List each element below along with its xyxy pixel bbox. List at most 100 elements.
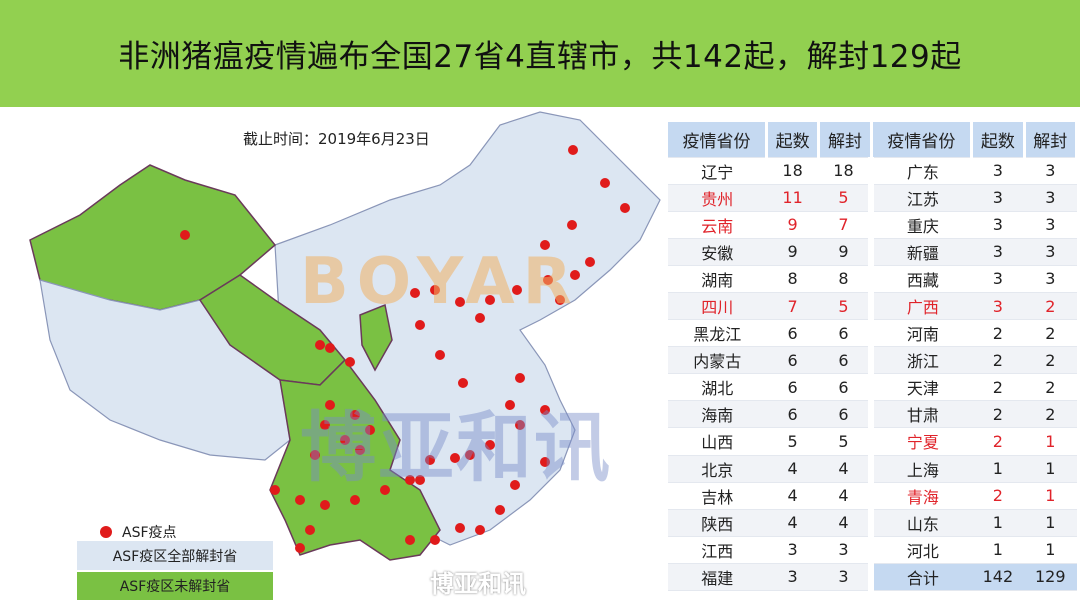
province-cell: 青海 [868, 482, 972, 510]
outbreak-dot [295, 495, 305, 505]
table-header: 疫情省份 起数 解封 疫情省份 起数 解封 [668, 122, 1079, 158]
table-row: 内蒙古 6 6 浙江 2 2 [668, 346, 1077, 375]
outbreak-dot [475, 525, 485, 535]
count-cell: 1 [971, 455, 1025, 483]
count-cell: 9 [766, 238, 819, 266]
outbreak-dot [515, 373, 525, 383]
count-cell: 7 [766, 292, 819, 321]
lifted-cell: 4 [818, 455, 872, 483]
col-count: 起数 [766, 122, 821, 158]
lifted-cell: 2 [1024, 373, 1077, 402]
outbreak-dot [325, 343, 335, 353]
table-row: 海南 6 6 甘肃 2 2 [668, 400, 1077, 429]
count-cell: 1 [971, 509, 1025, 537]
outbreak-dot [430, 285, 440, 295]
date-label: 截止时间：2019年6月23日 [243, 130, 430, 148]
outbreak-dot [355, 445, 365, 455]
table-row: 云南 9 7 重庆 3 3 [668, 211, 1077, 239]
province-cell: 宁夏 [868, 427, 972, 456]
lifted-cell: 6 [818, 346, 872, 375]
col-province: 疫情省份 [668, 122, 768, 158]
province-cell: 广东 [868, 157, 972, 185]
lifted-cell: 1 [1024, 509, 1077, 537]
count-cell: 9 [766, 211, 819, 239]
lifted-cell: 8 [818, 265, 872, 293]
count-cell: 6 [766, 346, 819, 375]
lifted-cell: 4 [818, 509, 872, 537]
outbreak-dot [350, 410, 360, 420]
province-cell: 山东 [868, 509, 972, 537]
outbreak-dot [540, 405, 550, 415]
outbreak-dot [325, 400, 335, 410]
lifted-cell: 1 [1024, 482, 1077, 510]
province-cell: 贵州 [668, 184, 767, 212]
count-cell: 8 [766, 265, 819, 293]
lifted-cell: 5 [818, 427, 872, 456]
outbreak-dot [345, 357, 355, 367]
count-cell: 2 [971, 400, 1025, 429]
province-cell: 上海 [868, 455, 972, 483]
table-row: 湖南 8 8 西藏 3 3 [668, 265, 1077, 293]
count-cell: 3 [766, 536, 819, 564]
outbreak-dot [415, 475, 425, 485]
count-cell: 3 [971, 184, 1025, 212]
lifted-cell: 1 [1024, 427, 1077, 456]
table-row: 湖北 6 6 天津 2 2 [668, 373, 1077, 402]
count-cell: 2 [971, 482, 1025, 510]
count-cell: 4 [766, 482, 819, 510]
province-cell: 安徽 [668, 238, 767, 266]
lifted-cell: 2 [1024, 346, 1077, 375]
table-row: 黑龙江 6 6 河南 2 2 [668, 319, 1077, 348]
lifted-cell: 7 [818, 211, 872, 239]
province-cell: 河北 [868, 536, 972, 564]
count-cell: 2 [971, 346, 1025, 375]
count-cell: 3 [971, 211, 1025, 239]
region-ningxia-unlifted [359, 303, 393, 372]
province-cell: 内蒙古 [668, 346, 767, 375]
col-lifted: 解封 [818, 122, 873, 158]
province-cell: 西藏 [868, 265, 972, 293]
outbreak-dot [340, 435, 350, 445]
province-cell: 海南 [668, 400, 767, 429]
count-cell: 2 [971, 373, 1025, 402]
province-cell: 湖北 [668, 373, 767, 402]
province-cell: 浙江 [868, 346, 972, 375]
province-cell: 新疆 [868, 238, 972, 266]
count-cell: 11 [766, 184, 819, 212]
table-row: 辽宁 18 18 广东 3 3 [668, 157, 1077, 185]
lifted-cell: 5 [818, 184, 872, 212]
outbreak-dot [570, 270, 580, 280]
outbreak-dot [495, 505, 505, 515]
outbreak-dot [405, 535, 415, 545]
table-row: 陕西 4 4 山东 1 1 [668, 509, 1077, 537]
province-cell: 天津 [868, 373, 972, 402]
legend-dot: ASF疫点 [100, 522, 177, 542]
province-cell: 广西 [868, 292, 972, 321]
count-cell: 18 [766, 157, 819, 185]
outbreak-dot [510, 480, 520, 490]
outbreak-dot [458, 378, 468, 388]
outbreak-dot [410, 288, 420, 298]
count-cell: 3 [971, 265, 1025, 293]
outbreak-dot [465, 450, 475, 460]
outbreak-dot [455, 297, 465, 307]
region-tibet-lifted [39, 279, 291, 461]
table-row: 北京 4 4 上海 1 1 [668, 455, 1077, 483]
outbreak-dot [425, 455, 435, 465]
province-cell: 黑龙江 [668, 319, 767, 348]
count-cell: 3 [971, 157, 1025, 185]
col-province: 疫情省份 [871, 122, 974, 158]
lifted-cell: 6 [818, 319, 872, 348]
table-row: 四川 7 5 广西 3 2 [668, 292, 1077, 321]
province-cell: 北京 [668, 455, 767, 483]
count-cell: 5 [766, 427, 819, 456]
lifted-cell: 2 [1024, 292, 1077, 321]
province-cell: 合计 [868, 563, 972, 592]
outbreak-dot [430, 535, 440, 545]
lifted-cell: 2 [1024, 400, 1077, 429]
col-lifted: 解封 [1024, 122, 1079, 158]
table-row: 江西 3 3 河北 1 1 [668, 536, 1077, 564]
province-cell: 辽宁 [668, 157, 767, 185]
outbreak-dot [568, 145, 578, 155]
lifted-cell: 9 [818, 238, 872, 266]
